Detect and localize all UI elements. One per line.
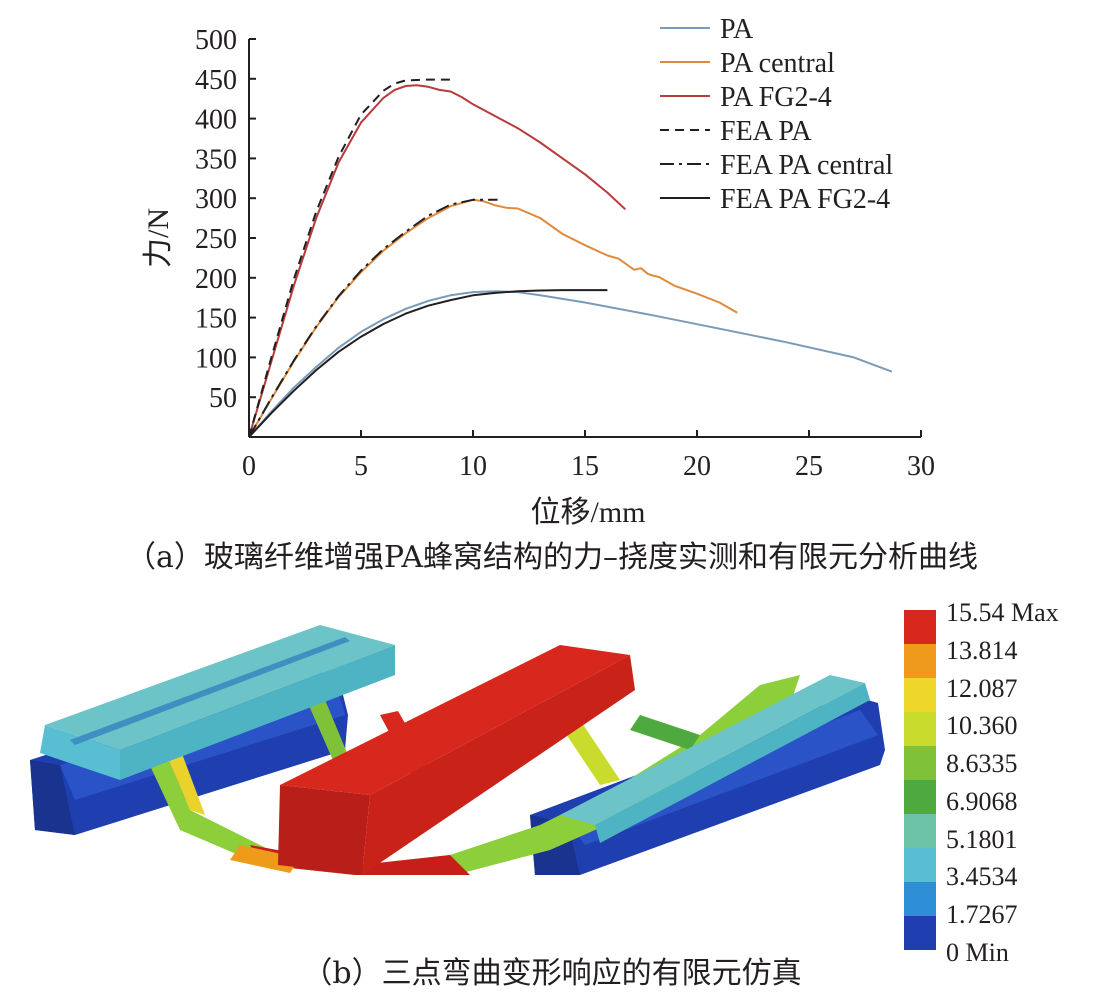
colorbar-swatch (904, 644, 936, 678)
colorbar-label: 8.6335 (946, 749, 1018, 779)
x-tick-label: 20 (683, 451, 711, 482)
caption-b: （b）三点弯曲变形响应的有限元仿真 (302, 956, 802, 991)
y-tick-label: 450 (195, 65, 237, 96)
x-tick-label: 15 (571, 451, 599, 482)
colorbar-label: 1.7267 (946, 900, 1018, 930)
caption-a: （a）玻璃纤维增强PA蜂窝结构的力–挠度实测和有限元分析曲线 (126, 540, 978, 575)
colorbar-label: 15.54 Max (946, 598, 1059, 627)
series-line-4 (248, 78, 456, 438)
y-tick-label: 350 (195, 144, 237, 175)
legend-label-1: PA (720, 14, 754, 45)
colorbar-label: 0 Min (946, 938, 1009, 967)
y-tick-label: 500 (195, 25, 237, 56)
legend-label-5: FEA PA central (720, 150, 893, 181)
colorbar-label: 6.9068 (946, 786, 1018, 816)
y-tick-label: 400 (195, 105, 237, 136)
colorbar-swatch (904, 610, 936, 644)
x-tick-label: 0 (242, 451, 256, 482)
series-line-5 (248, 198, 498, 438)
x-axis-label: 位移/mm (530, 496, 645, 529)
legend-label-4: FEA PA (720, 116, 812, 147)
colorbar-swatch (904, 882, 936, 916)
colorbar-swatch (904, 780, 936, 814)
y-tick-label: 100 (195, 343, 237, 374)
y-tick-label: 150 (195, 304, 237, 335)
series-line-6 (248, 289, 608, 438)
colorbar-label: 3.4534 (946, 862, 1018, 892)
chart-axes: 0 5 10 15 20 25 30 50 100 150 200 250 300 350 400 450 50… (195, 25, 935, 482)
legend-label-2: PA central (720, 48, 835, 79)
x-tick-label: 25 (795, 451, 823, 482)
colorbar-swatch (904, 712, 936, 746)
y-tick-label: 250 (195, 224, 237, 255)
series-line-3 (248, 84, 626, 438)
left-upper-plate (40, 625, 395, 780)
y-tick-label: 200 (195, 264, 237, 295)
y-tick-label: 300 (195, 184, 237, 215)
colorbar-legend: 15.54 Max 13.814 12.087 10.360 8.6335 6.9068 5… (904, 598, 1104, 966)
colorbar-label: 10.360 (946, 711, 1018, 741)
series-line-1 (248, 290, 893, 438)
colorbar-swatch (904, 848, 936, 882)
colorbar-label: 5.1801 (946, 824, 1018, 854)
force-deflection-chart: 0 5 10 15 20 25 30 50 100 150 200 250 300 350 400 450 50… (142, 14, 935, 529)
x-tick-label: 10 (459, 451, 487, 482)
loading-indenter (278, 645, 635, 875)
x-tick-label: 30 (907, 451, 935, 482)
colorbar-label: 12.087 (946, 673, 1018, 703)
y-tick-label: 50 (209, 383, 237, 414)
right-upper-plate (560, 675, 870, 843)
colorbar-swatch (904, 814, 936, 848)
y-axis-label: 力/N (142, 208, 175, 268)
legend-label-6: FEA PA FG2-4 (720, 184, 890, 215)
legend-label-3: PA FG2-4 (720, 82, 832, 113)
colorbar-label: 13.814 (946, 635, 1018, 665)
chart-series-layer (248, 78, 893, 438)
x-tick-label: 5 (354, 451, 368, 482)
colorbar-swatch (904, 746, 936, 780)
colorbar-swatch (904, 916, 936, 950)
colorbar-swatch (904, 678, 936, 712)
fea-simulation-image (30, 625, 885, 875)
